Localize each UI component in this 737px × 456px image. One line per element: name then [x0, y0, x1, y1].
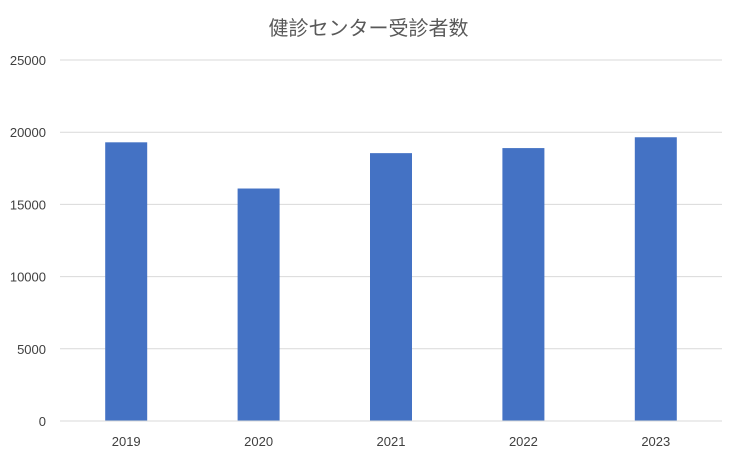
x-tick-label: 2023	[641, 434, 670, 449]
y-tick-label: 0	[39, 414, 46, 429]
y-tick-label: 10000	[10, 270, 46, 285]
x-axis-ticks: 2019 2020 2021 2022 2023	[112, 434, 671, 449]
bar-2021	[370, 153, 412, 421]
y-tick-label: 5000	[17, 342, 46, 357]
y-tick-label: 20000	[10, 125, 46, 140]
chart-title: 健診センター受診者数	[268, 16, 469, 40]
bars	[105, 137, 677, 422]
bar-2022	[502, 148, 545, 422]
x-tick-label: 2019	[112, 434, 141, 449]
y-tick-label: 15000	[10, 197, 46, 212]
y-tick-label: 25000	[10, 53, 46, 68]
bar-2020	[237, 188, 280, 421]
bar-2019	[105, 142, 148, 422]
bar-2023	[634, 137, 677, 421]
x-tick-label: 2022	[509, 434, 538, 449]
x-tick-label: 2020	[244, 434, 273, 449]
x-tick-label: 2021	[377, 434, 406, 449]
y-axis-ticks: 0 5000 10000 15000 20000 25000	[10, 53, 46, 429]
